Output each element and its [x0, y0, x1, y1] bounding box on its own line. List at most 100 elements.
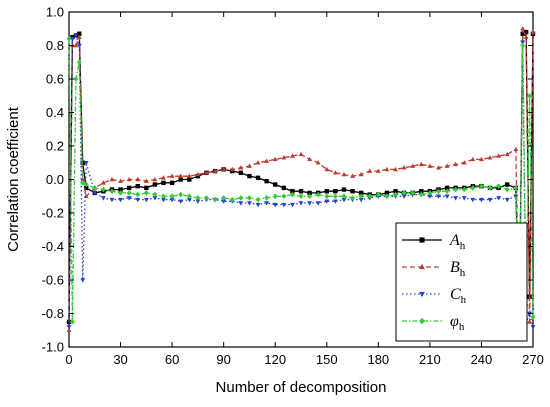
data-point	[264, 158, 270, 163]
y-tick-label: 0.0	[46, 172, 64, 187]
data-point	[341, 197, 347, 203]
data-point	[80, 179, 86, 186]
data-point	[118, 190, 123, 196]
x-tick-label: 0	[65, 352, 72, 367]
data-point	[169, 173, 175, 178]
data-point	[496, 153, 502, 158]
y-tick-label: -0.6	[42, 273, 64, 288]
data-point	[350, 195, 355, 201]
data-point	[324, 189, 329, 194]
data-point	[290, 189, 295, 194]
data-point	[178, 177, 183, 182]
data-point	[315, 201, 321, 206]
data-point	[247, 195, 252, 201]
data-point	[358, 190, 364, 196]
data-point	[238, 170, 244, 175]
series-4	[66, 35, 536, 325]
data-point	[527, 319, 532, 324]
data-point	[453, 186, 459, 193]
x-tick-label: 90	[216, 352, 230, 367]
data-point	[247, 163, 252, 168]
x-tick-label: 240	[471, 352, 493, 367]
data-point	[281, 185, 287, 191]
data-point	[401, 194, 407, 199]
data-point	[247, 201, 252, 206]
y-tick-label: 1.0	[46, 5, 64, 20]
legend-marker	[419, 263, 425, 270]
legend-label-subscript: h	[459, 321, 465, 333]
y-tick-label: -0.8	[42, 306, 64, 321]
data-point	[73, 42, 79, 48]
data-point	[126, 190, 132, 196]
data-point	[126, 196, 132, 201]
data-point	[436, 194, 441, 199]
legend-label-subscript: h	[460, 267, 466, 279]
x-tick-label: 120	[264, 352, 286, 367]
x-tick-label: 270	[522, 352, 544, 367]
data-point	[238, 165, 244, 170]
data-point	[289, 191, 295, 198]
data-point	[367, 193, 373, 200]
data-point	[332, 170, 338, 175]
data-point	[161, 175, 166, 180]
data-point	[178, 199, 184, 204]
data-point	[143, 197, 149, 203]
data-point	[298, 193, 304, 200]
data-point	[341, 193, 347, 200]
data-point	[470, 197, 476, 203]
plot-area	[66, 11, 536, 348]
data-point	[401, 190, 407, 196]
data-point	[444, 185, 450, 191]
legend-marker	[419, 291, 425, 298]
data-point	[384, 193, 390, 200]
data-point	[298, 151, 304, 157]
data-point	[109, 188, 115, 195]
data-point	[324, 166, 330, 172]
data-point	[298, 201, 304, 206]
data-point	[410, 190, 416, 196]
data-point	[83, 160, 89, 166]
data-point	[247, 173, 252, 179]
data-point	[70, 37, 75, 42]
data-point	[350, 173, 355, 178]
data-point	[470, 156, 476, 162]
data-point	[100, 180, 106, 185]
data-point	[393, 189, 398, 194]
data-point	[504, 186, 510, 193]
y-axis-title: Correlation coefficient	[5, 106, 22, 252]
data-point	[333, 189, 338, 194]
data-point	[255, 175, 261, 181]
data-point	[264, 178, 269, 184]
data-point	[384, 166, 390, 172]
y-tick-label: -0.2	[42, 206, 64, 221]
data-point	[80, 176, 86, 182]
data-point	[384, 190, 390, 196]
data-point	[178, 173, 184, 178]
data-point	[186, 193, 192, 200]
data-point	[109, 197, 115, 203]
data-point	[523, 34, 529, 39]
x-tick-label: 30	[113, 352, 127, 367]
data-point	[358, 193, 364, 200]
data-point	[461, 196, 467, 201]
legend-marker	[419, 317, 425, 325]
data-point	[143, 190, 149, 196]
data-point	[289, 153, 295, 158]
legend-label-subscript: h	[461, 294, 467, 306]
data-point	[118, 187, 123, 192]
data-point	[135, 197, 141, 203]
legend-label-subscript: h	[460, 240, 466, 252]
data-point	[152, 176, 158, 182]
axis-ticks: 0 30 60 90 120 150 180 210 240 270 1.0 0.8 0.6 0.4 0.2…	[42, 5, 544, 368]
data-point	[73, 33, 79, 39]
data-point	[73, 76, 79, 82]
data-point	[513, 146, 519, 152]
data-point	[315, 160, 321, 165]
y-tick-label: 0.6	[46, 72, 64, 87]
data-point	[76, 59, 82, 66]
legend-marker	[419, 237, 425, 243]
data-point	[255, 160, 261, 165]
data-point	[83, 181, 89, 188]
data-point	[281, 202, 287, 208]
